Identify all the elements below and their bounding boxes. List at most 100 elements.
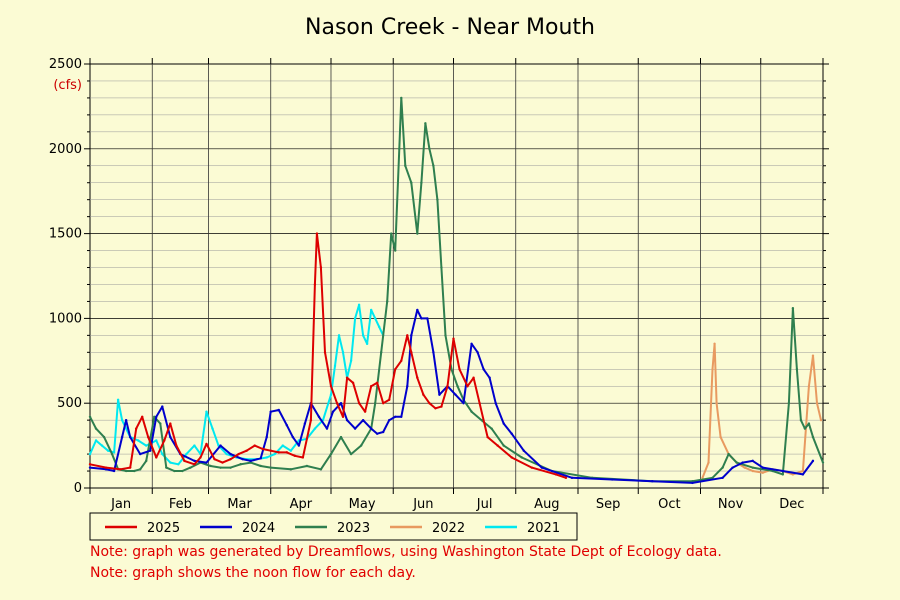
- data-point-2023: [379, 351, 383, 354]
- data-point-2024: [241, 457, 244, 461]
- data-point-2023: [132, 469, 136, 473]
- data-point-2022: [713, 342, 716, 346]
- data-point-2023: [787, 402, 791, 405]
- data-point-2023: [189, 466, 192, 469]
- data-point-2021: [106, 449, 110, 452]
- data-point-2023: [502, 444, 505, 447]
- data-point-2024: [285, 424, 289, 427]
- data-point-2023: [436, 198, 439, 201]
- data-point-2023: [727, 452, 730, 456]
- data-point-2025: [440, 405, 443, 408]
- data-point-2021: [155, 439, 158, 442]
- legend-box: [89, 512, 578, 541]
- data-point-2021: [193, 444, 196, 447]
- data-point-2024: [361, 418, 365, 422]
- y-unit-label: (cfs): [53, 78, 82, 93]
- data-point-2024: [388, 418, 391, 422]
- data-point-2023: [289, 468, 293, 471]
- data-point-2024: [297, 444, 301, 447]
- data-point-2024: [721, 476, 724, 480]
- data-point-2021: [329, 393, 333, 396]
- data-point-2021: [373, 317, 377, 320]
- data-point-2023: [450, 368, 453, 371]
- legend-label-2023: 2023: [337, 521, 370, 536]
- data-point-2024: [510, 432, 513, 435]
- data-point-2024: [265, 435, 268, 439]
- legend-label-2025: 2025: [147, 521, 180, 536]
- data-point-2025: [351, 381, 355, 385]
- y-tick-label: 1500: [49, 227, 82, 242]
- data-point-2025: [486, 435, 489, 439]
- data-point-2025: [323, 351, 327, 354]
- data-point-2022: [801, 469, 805, 473]
- data-point-2025: [309, 418, 313, 422]
- data-point-2025: [496, 444, 499, 447]
- data-point-2021: [177, 463, 180, 466]
- data-point-2023: [88, 415, 92, 418]
- data-point-2023: [771, 469, 774, 473]
- data-point-2023: [811, 435, 815, 439]
- data-point-2025: [269, 449, 272, 452]
- data-point-2021: [377, 325, 381, 329]
- plot-frame: [89, 63, 824, 489]
- data-point-2022: [761, 471, 764, 474]
- data-point-2023: [440, 266, 443, 269]
- data-point-2024: [259, 457, 262, 460]
- x-tick-label: Feb: [169, 497, 192, 512]
- x-tick-label: Sep: [596, 497, 621, 512]
- data-point-2025: [345, 376, 349, 379]
- data-point-2023: [159, 422, 162, 425]
- data-point-2023: [249, 461, 252, 464]
- x-tick-label: Jan: [110, 497, 131, 512]
- data-point-2024: [112, 469, 116, 473]
- data-point-2023: [803, 427, 807, 430]
- data-point-2025: [183, 459, 186, 463]
- data-point-2021: [94, 439, 98, 442]
- y-tick-label: 500: [57, 396, 82, 411]
- series-line-2022: [701, 342, 822, 479]
- data-point-2024: [219, 444, 222, 447]
- data-point-2024: [470, 342, 473, 346]
- data-point-2025: [341, 415, 345, 418]
- data-point-2025: [313, 283, 317, 286]
- x-tick-label: Mar: [227, 497, 252, 512]
- data-point-2025: [510, 456, 513, 459]
- data-point-2025: [199, 456, 202, 459]
- data-point-2023: [807, 422, 811, 425]
- data-point-2025: [315, 232, 319, 235]
- data-point-2025: [253, 444, 256, 447]
- data-point-2023: [400, 96, 403, 100]
- data-point-2024: [476, 351, 479, 354]
- data-point-2023: [229, 466, 232, 469]
- data-point-2024: [394, 415, 397, 418]
- data-point-2021: [349, 359, 353, 362]
- data-point-2025: [452, 337, 455, 340]
- data-point-2022: [751, 469, 754, 473]
- data-point-2021: [225, 452, 228, 456]
- data-point-2025: [428, 402, 431, 405]
- data-point-2025: [554, 473, 558, 476]
- data-point-2024: [420, 317, 423, 320]
- data-point-2023: [456, 385, 459, 388]
- data-point-2021: [116, 398, 120, 402]
- data-point-2024: [570, 476, 574, 480]
- legend-label-2021: 2021: [527, 521, 560, 536]
- data-point-2023: [145, 459, 148, 463]
- data-point-2025: [88, 463, 92, 466]
- data-point-2021: [357, 303, 361, 307]
- data-point-2021: [265, 456, 268, 459]
- data-point-2025: [446, 385, 449, 388]
- note-source: Note: graph was generated by Dreamflows,…: [90, 544, 722, 560]
- data-point-2025: [400, 359, 403, 362]
- data-point-2023: [102, 435, 106, 439]
- data-point-2025: [375, 381, 379, 385]
- data-point-2025: [229, 457, 232, 461]
- data-point-2025: [147, 435, 150, 439]
- data-point-2023: [390, 232, 393, 235]
- data-point-2023: [420, 181, 423, 184]
- data-point-2023: [791, 307, 795, 310]
- data-point-2024: [325, 427, 329, 430]
- data-point-2024: [610, 478, 614, 481]
- legend-label-2022: 2022: [432, 521, 465, 536]
- data-point-2024: [731, 466, 734, 469]
